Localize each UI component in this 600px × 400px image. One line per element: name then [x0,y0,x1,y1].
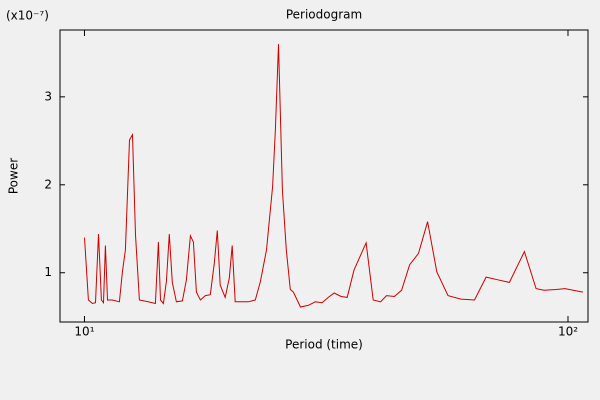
y-axis-label: Power [7,158,21,194]
y-tick-label: 3 [44,89,52,103]
x-tick-label: 10¹ [74,325,94,339]
x-tick-label: 10² [558,325,578,339]
y-tick-label: 1 [44,265,52,279]
y-multiplier: (x10⁻⁷) [6,9,49,23]
chart-title: Periodogram [286,8,362,22]
y-tick-label: 2 [44,177,52,191]
line [84,44,584,308]
axes-box [59,29,589,323]
x-axis-label: Period (time) [285,338,363,352]
